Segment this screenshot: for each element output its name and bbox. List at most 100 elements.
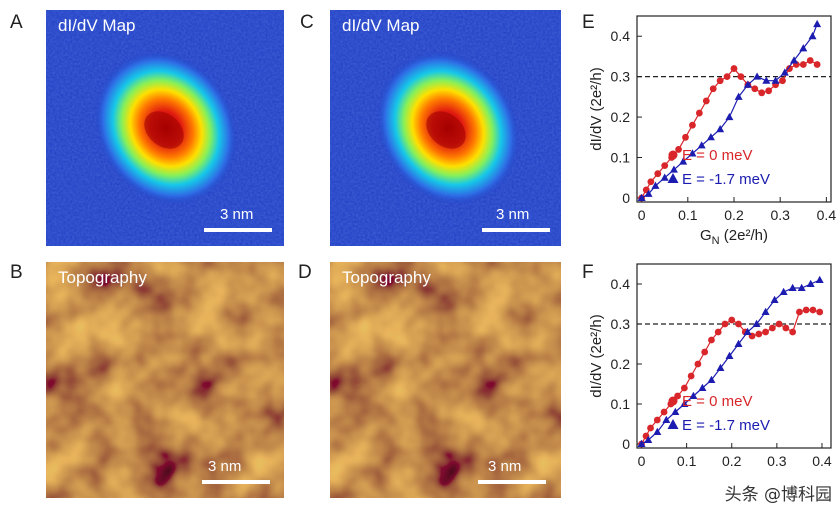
chart-f-point-red — [735, 320, 742, 328]
chart-f-point-blue — [761, 307, 770, 315]
chart-e-point-red — [689, 121, 696, 129]
chart-f-ytick-label: 0.1 — [611, 396, 631, 412]
chart-e-ytick-label: 0 — [622, 190, 630, 206]
chart-f-point-red — [708, 336, 715, 344]
chart-f-point-blue — [662, 415, 671, 423]
chart-e-point-red — [737, 73, 745, 81]
chart-e-xlabel: GN (2e²/h) — [700, 227, 768, 247]
chart-e-point-blue — [762, 76, 771, 84]
panel-a-title: dI/dV Map — [58, 16, 136, 35]
chart-e-point-blue — [679, 157, 688, 165]
chart-e-point-blue — [743, 80, 752, 88]
panel-b-title: Topography — [58, 268, 147, 287]
chart-f-point-red — [775, 320, 783, 328]
scale-label-b: 3 nm — [208, 458, 242, 475]
chart-e-point-blue — [734, 92, 743, 100]
chart-f-point-blue — [734, 339, 743, 347]
chart-e-point-blue — [637, 193, 646, 201]
panel-letter-a: A — [10, 12, 23, 33]
chart-e: 0 0.1 0.2 0.3 0.4 0 0.1 0.2 0.3 0.4 dI/dV (2e²/h) G… — [588, 15, 836, 247]
chart-e-point-blue — [706, 133, 715, 141]
chart-e-point-red — [751, 85, 759, 93]
chart-e-point-blue — [790, 56, 799, 64]
scale-bar-c — [482, 228, 550, 232]
chart-f-point-blue — [770, 295, 779, 303]
watermark: 头条 @博科园 — [724, 485, 832, 505]
chart-e-point-red — [758, 89, 766, 97]
chart-f-point-blue — [698, 383, 707, 391]
chart-e-point-blue — [669, 165, 678, 173]
chart-f-ytick-label: 0.3 — [611, 316, 631, 332]
chart-e-point-red — [786, 65, 793, 72]
chart-e-point-blue — [780, 68, 789, 76]
chart-f-point-blue — [752, 319, 761, 327]
chart-f-point-blue — [653, 427, 662, 435]
chart-e-point-red — [647, 178, 655, 186]
chart-f-legend-label: E = -1.7 meV — [682, 417, 770, 434]
panel-letter-d: D — [298, 262, 312, 283]
chart-e-point-blue — [753, 72, 762, 80]
chart-f-legend-marker-red — [668, 396, 678, 406]
chart-f-xtick-label: 0.2 — [722, 453, 742, 469]
chart-f-ytick-label: 0 — [622, 436, 630, 452]
chart-e-point-blue — [688, 149, 697, 157]
chart-f-point-blue — [689, 391, 698, 399]
chart-f-point-red — [762, 328, 769, 336]
panel-c-title: dI/dV Map — [342, 16, 420, 35]
chart-f-point-blue — [637, 439, 646, 447]
chart-f-point-blue — [779, 287, 788, 295]
chart-f-xtick-label: 0.4 — [812, 453, 832, 469]
chart-e-ytick-label: 0.4 — [611, 28, 631, 44]
chart-e-xtick-label: 0.3 — [770, 207, 790, 223]
chart-e-point-red — [730, 65, 738, 72]
chart-e-point-blue — [725, 112, 734, 121]
chart-e-legend-marker-blue — [667, 173, 679, 183]
chart-e-point-red — [661, 162, 669, 170]
chart-f-point-red — [809, 306, 817, 314]
scale-label-c: 3 nm — [496, 206, 530, 223]
chart-f-point-blue — [743, 327, 752, 335]
chart-e-point-blue — [799, 44, 808, 52]
chart-f-point-red — [714, 328, 722, 336]
chart-f-point-red — [680, 384, 688, 392]
chart-e-point-red — [813, 61, 821, 68]
chart-f-point-blue — [797, 283, 806, 291]
chart-f-point-blue — [671, 407, 680, 415]
chart-f-point-blue — [680, 399, 689, 407]
panel-letter-c: C — [300, 12, 314, 33]
scale-bar-a — [204, 228, 272, 232]
chart-e-point-red — [709, 85, 717, 93]
chart-f-point-blue — [788, 283, 797, 291]
chart-f-point-red — [694, 360, 702, 368]
panel-letter-f: F — [582, 262, 594, 283]
scale-label-d: 3 nm — [488, 458, 522, 475]
chart-e-point-red — [675, 146, 682, 153]
chart-e-ytick-label: 0.1 — [611, 150, 631, 166]
chart-e-point-red — [765, 87, 773, 95]
chart-f-point-blue — [815, 275, 824, 283]
scale-bar-d — [478, 480, 546, 484]
chart-e-point-blue — [716, 125, 725, 133]
chart-f-point-red — [802, 306, 810, 314]
panel-letter-b: B — [10, 262, 23, 283]
chart-f-legend-label: E = 0 meV — [682, 393, 752, 410]
chart-f-point-red — [768, 324, 776, 332]
chart-e-point-blue — [813, 19, 822, 28]
chart-e-point-red — [806, 57, 814, 64]
chart-f-point-red — [782, 324, 790, 332]
chart-f-ytick-label: 0.2 — [611, 356, 631, 372]
chart-e-point-red — [682, 133, 689, 141]
chart-f-point-red — [647, 424, 654, 432]
chart-e-legend-marker-red — [668, 150, 678, 160]
chart-e-point-red — [779, 77, 786, 85]
chart-e-ytick-label: 0.2 — [611, 109, 631, 125]
chart-f-point-red — [755, 330, 763, 338]
panel-d-title: Topography — [342, 268, 431, 287]
chart-e-point-blue — [808, 32, 817, 40]
chart-f-point-blue — [644, 435, 653, 443]
scale-bar-b — [202, 480, 270, 484]
chart-f-point-red — [789, 328, 797, 336]
chart-e-point-red — [716, 77, 724, 85]
chart-f-legend-marker-blue — [667, 419, 679, 429]
chart-e-point-red — [654, 170, 662, 178]
